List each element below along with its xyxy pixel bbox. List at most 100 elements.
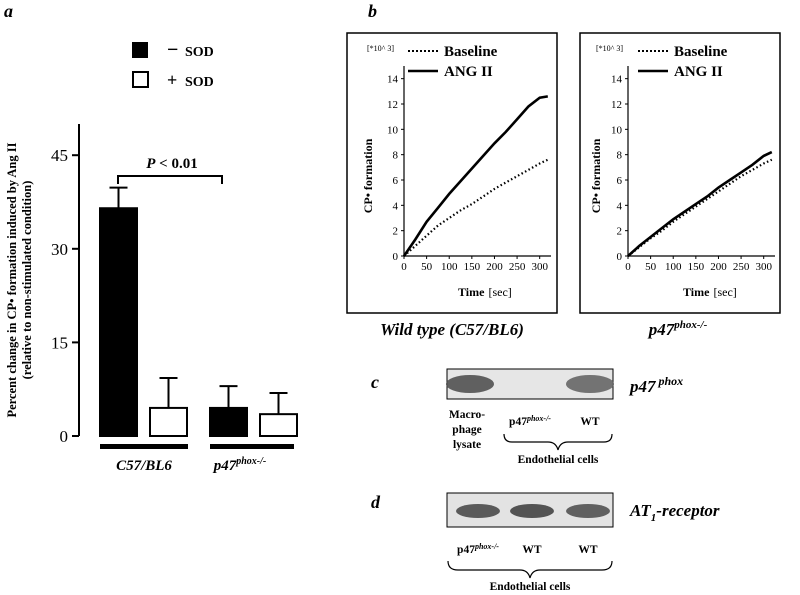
panel-d-group-brace xyxy=(447,560,613,579)
lane-label-wt-1: WT xyxy=(522,544,542,556)
panel-b2-plot: 0 2 4 6 8 10 12 14 0 50 100 150 200 250 300 xyxy=(611,66,775,273)
y-tick-label: 10 xyxy=(611,124,623,136)
panel-b1-plot: 0 2 4 6 8 10 12 14 0 50 100 150 200 250 300 xyxy=(387,66,551,273)
panel-a-bars xyxy=(99,186,298,438)
x-tick-label: 150 xyxy=(464,261,481,273)
panel-b2-legend: [*10^ 3] Baseline ANG II xyxy=(596,44,728,80)
lane-label-p47-ko: p47phox-/- xyxy=(457,542,499,556)
panel-b2-frame xyxy=(579,32,781,314)
legend-label-ang-ii: ANG II xyxy=(444,64,493,80)
y-tick-label: 2 xyxy=(393,226,399,238)
panel-c-protein-label: p47 phox xyxy=(628,374,683,396)
legend-swatch-plus-sod xyxy=(132,71,149,88)
legend-label-plus-sod: SOD xyxy=(185,75,214,90)
panel-a-legend: − SOD + SOD xyxy=(132,39,214,90)
y-tick-label: 8 xyxy=(617,150,623,162)
group-bar-c57 xyxy=(100,444,188,449)
lane-label-macrophage-3: lysate xyxy=(453,439,481,451)
x-tick-label: 0 xyxy=(401,261,407,273)
blot-band xyxy=(510,504,554,518)
blot-band xyxy=(566,375,614,393)
x-tick-label: 100 xyxy=(441,261,458,273)
legend-sign-plus: + xyxy=(167,70,177,90)
y-tick-label: 30 xyxy=(51,240,68,259)
y-tick-label: 45 xyxy=(51,146,68,165)
y-tick-label: 0 xyxy=(393,251,399,263)
lane-label-wt-2: WT xyxy=(578,544,598,556)
x-tick-label: 50 xyxy=(645,261,657,273)
legend-sign-minus: − xyxy=(167,39,178,61)
panel-b2-scale-label: [*10^ 3] xyxy=(596,44,623,53)
x-tick-label: 300 xyxy=(531,261,548,273)
series-line-baseline xyxy=(403,158,549,257)
y-tick-label: 10 xyxy=(387,124,399,136)
legend-label-ang-ii: ANG II xyxy=(674,64,723,80)
bar xyxy=(209,406,248,438)
y-tick-label: 6 xyxy=(617,175,623,187)
series-line-ang-ii xyxy=(402,95,549,257)
blot-band xyxy=(566,504,610,518)
panel-a-letter: a xyxy=(4,1,13,21)
blot-band xyxy=(456,504,500,518)
panel-b2-caption: p47phox-/- xyxy=(647,319,708,339)
y-tick-label: 12 xyxy=(611,99,622,111)
y-tick-label: 2 xyxy=(617,226,623,238)
x-tick-label: 50 xyxy=(421,261,433,273)
y-tick-label: 6 xyxy=(393,175,399,187)
y-tick-label: 12 xyxy=(387,99,398,111)
lane-label-macrophage-1: Macro- xyxy=(449,409,485,421)
lane-label-macrophage-2: phage xyxy=(452,424,481,436)
y-tick-label: 0 xyxy=(60,427,69,446)
legend-swatch-minus-sod xyxy=(132,42,148,58)
panel-b1-caption: Wild type (C57/BL6) xyxy=(380,320,524,339)
panel-b-letter: b xyxy=(368,1,377,21)
panel-c-letter: c xyxy=(371,372,379,392)
category-label-c57: C57/BL6 xyxy=(116,458,172,474)
x-tick-label: 200 xyxy=(710,261,727,273)
y-tick-label: 4 xyxy=(617,200,623,212)
bar xyxy=(149,406,188,438)
panel-c-bands xyxy=(446,375,614,393)
legend-label-baseline: Baseline xyxy=(674,44,728,60)
y-tick-label: 4 xyxy=(393,200,399,212)
panel-b1-ylabel: CP• formation xyxy=(361,138,375,213)
panel-b2-ylabel: CP• formation xyxy=(589,138,603,213)
x-tick-label: 100 xyxy=(665,261,682,273)
panel-d: d AT1-receptor p47phox-/- WT WT Endothel… xyxy=(371,492,720,593)
panel-c-group-brace xyxy=(503,433,613,451)
panel-d-letter: d xyxy=(371,492,381,512)
series-line-baseline xyxy=(627,158,773,257)
panel-a-significance: P < 0.01 xyxy=(117,156,223,184)
panel-a-ylabel-line2: (relative to non-stimulated condition) xyxy=(20,181,34,380)
bar xyxy=(99,207,138,437)
x-tick-label: 250 xyxy=(733,261,750,273)
panel-b2-xlabel: Time [sec] xyxy=(683,285,737,299)
y-tick-label: 8 xyxy=(393,150,399,162)
panel-d-bands xyxy=(456,504,610,518)
bar xyxy=(259,413,298,438)
legend-label-baseline: Baseline xyxy=(444,44,498,60)
panel-a: a − SOD + SOD Percent change in CP• form… xyxy=(4,1,298,474)
y-tick-label: 14 xyxy=(387,74,399,86)
panel-d-protein-label: AT1-receptor xyxy=(629,501,720,524)
panel-b1-scale-label: [*10^ 3] xyxy=(367,44,394,53)
panel-c: c p47 phox Macro- phage lysate p47phox-/-… xyxy=(371,368,683,466)
group-bar-p47 xyxy=(210,444,294,449)
panel-c-group-label: Endothelial cells xyxy=(518,454,599,466)
series-line-ang-ii xyxy=(627,150,773,257)
legend-label-minus-sod: SOD xyxy=(185,45,214,60)
blot-band xyxy=(446,375,494,393)
y-tick-label: 14 xyxy=(611,74,623,86)
lane-label-p47-ko: p47phox-/- xyxy=(509,414,551,428)
lane-label-wt: WT xyxy=(580,416,600,428)
x-tick-label: 200 xyxy=(486,261,503,273)
significance-label: P < 0.01 xyxy=(146,156,197,172)
panel-a-ylabel-line1: Percent change in CP• formation induced … xyxy=(5,142,19,417)
category-label-p47: p47phox-/- xyxy=(212,456,267,474)
x-tick-label: 300 xyxy=(755,261,772,273)
x-tick-label: 250 xyxy=(509,261,526,273)
panel-b: b 0 2 4 6 8 10 12 14 0 50 100 150 200 250 300 0 2 4 6 8 10 1… xyxy=(346,1,781,339)
x-tick-label: 150 xyxy=(688,261,705,273)
y-tick-label: 15 xyxy=(51,333,68,352)
